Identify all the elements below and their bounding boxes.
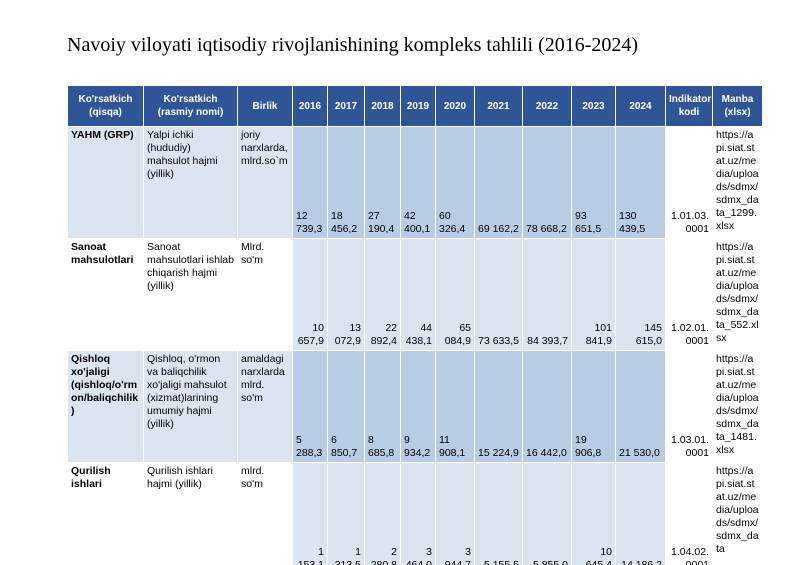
indicator-code: 1.01.03.0001: [665, 126, 713, 239]
value-cell: 44 438,1: [400, 238, 436, 351]
source-url: https://api.siat.stat.uz/media/uploads/s…: [712, 462, 763, 565]
value-cell: 93 651,5: [571, 126, 616, 239]
column-header: Birlik: [237, 85, 293, 127]
value-cell: 1 153,1: [292, 462, 328, 565]
column-header: Indikator kodi: [665, 85, 713, 127]
value-cell: 27 190,4: [364, 126, 401, 239]
value-cell: 101 841,9: [571, 238, 616, 351]
value-cell: 42 400,1: [400, 126, 436, 239]
value-cell: 16 442,0: [522, 350, 572, 463]
value-cell: 19 906,8: [571, 350, 616, 463]
column-header: 2022: [522, 85, 572, 127]
header-row: Ko'rsatkich (qisqa) Ko'rsatkich (rasmiy n…: [67, 85, 763, 127]
value-cell: 11 908,1: [435, 350, 475, 463]
indicator-code: 1.04.02.0001: [665, 462, 713, 565]
indicator-name: Qurilish ishlari hajmi (yillik): [143, 462, 238, 565]
column-header: 2019: [400, 85, 436, 127]
value-cell: 14 186,2: [615, 462, 666, 565]
unit: mlrd. so'm: [237, 462, 293, 565]
value-cell: 78 668,2: [522, 126, 572, 239]
value-cell: 6 850,7: [327, 350, 365, 463]
value-cell: 8 685,8: [364, 350, 401, 463]
source-url: https://api.siat.stat.uz/media/uploads/s…: [712, 350, 763, 463]
value-cell: 9 934,2: [400, 350, 436, 463]
indicator-code: 1.02.01.0001: [665, 238, 713, 351]
column-header: Manba (xlsx): [712, 85, 763, 127]
table-body: YAHM (GRP) Yalpi ichki (hududiy) mahsulot…: [67, 126, 763, 565]
value-cell: 12 739,3: [292, 126, 328, 239]
value-cell: 130 439,5: [615, 126, 666, 239]
indicator-name: Qishloq, o'rmon va baliqchilik xo'jaligi…: [143, 350, 238, 463]
value-cell: 5 288,3: [292, 350, 328, 463]
unit: joriy narxlarda, mlrd.so`m: [237, 126, 293, 239]
indicator-name: Yalpi ichki (hududiy) mahsulot hajmi (yi…: [143, 126, 238, 239]
column-header: 2020: [435, 85, 475, 127]
table-row: Qurilish ishlari Qurilish ishlari hajmi (…: [67, 462, 763, 565]
table-row: Sanoat mahsulotlari Sanoat mahsulotlari i…: [67, 238, 763, 351]
column-header: 2016: [292, 85, 328, 127]
value-cell: 15 224,9: [474, 350, 523, 463]
value-cell: 3 944,7: [435, 462, 475, 565]
value-cell: 73 633,5: [474, 238, 523, 351]
table-row: YAHM (GRP) Yalpi ichki (hududiy) mahsulot…: [67, 126, 763, 239]
value-cell: 1 313,5: [327, 462, 365, 565]
column-header: 2023: [571, 85, 616, 127]
value-cell: 60 326,4: [435, 126, 475, 239]
title: Navoiy viloyati iqtisodiy rivojlanishini…: [67, 34, 639, 56]
column-header: 2021: [474, 85, 523, 127]
indicator-short: Qishloq xo'jaligi (qishloq/o'rmon/baliqc…: [67, 350, 144, 463]
value-cell: 13 072,9: [327, 238, 365, 351]
column-header: Ko'rsatkich (rasmiy nomi): [143, 85, 238, 127]
indicator-short: YAHM (GRP): [67, 126, 144, 239]
value-cell: 3 464,0: [400, 462, 436, 565]
value-cell: 2 280,8: [364, 462, 401, 565]
unit: Mlrd. so'm: [237, 238, 293, 351]
value-cell: 22 892,4: [364, 238, 401, 351]
source-url: https://api.siat.stat.uz/media/uploads/s…: [712, 238, 763, 351]
value-cell: 69 162,2: [474, 126, 523, 239]
indicator-short: Sanoat mahsulotlari: [67, 238, 144, 351]
value-cell: 145 615,0: [615, 238, 666, 351]
indicator-short: Qurilish ishlari: [67, 462, 144, 565]
column-header: Ko'rsatkich (qisqa): [67, 85, 144, 127]
table: Ko'rsatkich (qisqa) Ko'rsatkich (rasmiy n…: [67, 85, 763, 565]
source-url: https://api.siat.stat.uz/media/uploads/s…: [712, 126, 763, 239]
unit: amaldagi narxlarda mlrd. so'm: [237, 350, 293, 463]
indicator-name: Sanoat mahsulotlari ishlab chiqarish haj…: [143, 238, 238, 351]
indicator-code: 1.03.01.0001: [665, 350, 713, 463]
table-wrap: Ko'rsatkich (qisqa) Ko'rsatkich (rasmiy n…: [67, 85, 763, 565]
value-cell: 10 657,9: [292, 238, 328, 351]
value-cell: 65 084,9: [435, 238, 475, 351]
table-row: Qishloq xo'jaligi (qishloq/o'rmon/baliqc…: [67, 350, 763, 463]
value-cell: 5 855,0: [522, 462, 572, 565]
value-cell: 5 155,5: [474, 462, 523, 565]
value-cell: 18 456,2: [327, 126, 365, 239]
column-header: 2017: [327, 85, 365, 127]
column-header: 2018: [364, 85, 401, 127]
value-cell: 10 645,4: [571, 462, 616, 565]
column-header: 2024: [615, 85, 666, 127]
value-cell: 84 393,7: [522, 238, 572, 351]
value-cell: 21 530,0: [615, 350, 666, 463]
